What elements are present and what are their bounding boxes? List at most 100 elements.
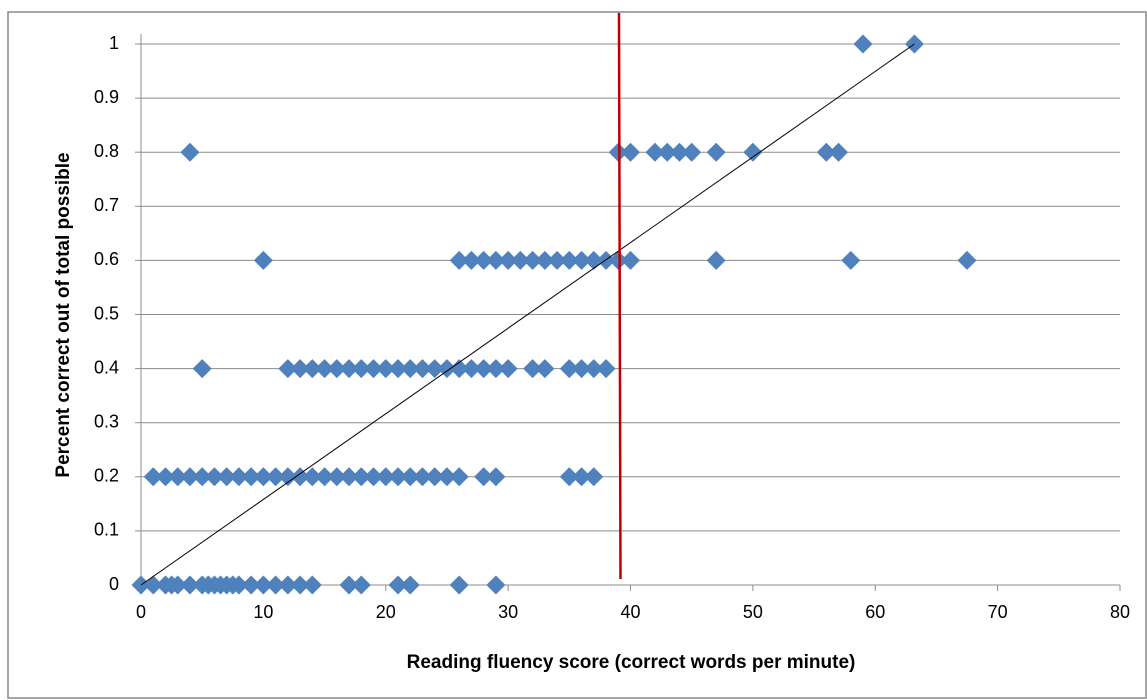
- data-point: [486, 250, 506, 270]
- data-point: [400, 575, 420, 595]
- data-point: [327, 467, 347, 487]
- data-point: [155, 467, 175, 487]
- data-point: [437, 467, 457, 487]
- y-tick-label: 0.7: [94, 195, 119, 215]
- data-point: [229, 467, 249, 487]
- data-point: [706, 142, 726, 162]
- data-point: [229, 575, 249, 595]
- data-point: [584, 467, 604, 487]
- data-point: [412, 467, 432, 487]
- data-point: [449, 250, 469, 270]
- y-tick-label: 0.8: [94, 141, 119, 161]
- data-point: [572, 359, 592, 379]
- data-point: [829, 142, 849, 162]
- data-point: [180, 467, 200, 487]
- data-point: [253, 575, 273, 595]
- x-tick-label: 30: [498, 602, 518, 622]
- data-point: [302, 467, 322, 487]
- data-point: [315, 467, 335, 487]
- data-point: [400, 359, 420, 379]
- data-point: [449, 467, 469, 487]
- trend-line: [140, 43, 915, 586]
- y-tick-label: 0.1: [94, 520, 119, 540]
- y-tick-label: 0.9: [94, 87, 119, 107]
- data-point: [621, 250, 640, 270]
- data-point: [743, 142, 763, 162]
- data-point: [217, 467, 237, 487]
- data-point: [302, 359, 322, 379]
- y-tick-label: 1: [109, 33, 119, 53]
- data-point: [253, 250, 273, 270]
- data-point: [596, 359, 616, 379]
- data-point: [498, 359, 518, 379]
- data-point: [290, 359, 310, 379]
- data-point: [474, 359, 494, 379]
- data-point: [498, 250, 518, 270]
- data-point: [853, 34, 873, 54]
- data-point: [572, 467, 592, 487]
- data-point: [486, 359, 506, 379]
- data-point: [682, 142, 702, 162]
- data-point: [510, 250, 530, 270]
- data-point: [449, 359, 469, 379]
- data-point: [706, 250, 726, 270]
- plot-area: [131, 12, 977, 595]
- data-point: [621, 142, 640, 162]
- x-tick-label: 50: [743, 602, 763, 622]
- data-point: [278, 359, 298, 379]
- x-tick-label: 0: [136, 602, 146, 622]
- data-point: [412, 359, 432, 379]
- y-tick-label: 0.6: [94, 249, 119, 269]
- data-point: [425, 467, 445, 487]
- data-point: [241, 575, 261, 595]
- data-point: [376, 359, 396, 379]
- x-tick-label: 80: [1110, 602, 1130, 622]
- data-point: [180, 142, 200, 162]
- data-point: [474, 250, 494, 270]
- data-point: [364, 359, 384, 379]
- data-point: [192, 359, 212, 379]
- data-point: [535, 359, 555, 379]
- data-point: [290, 575, 310, 595]
- y-axis-title: Percent correct out of total possible: [53, 152, 74, 477]
- data-point: [143, 467, 163, 487]
- data-point: [266, 467, 286, 487]
- data-point: [351, 359, 371, 379]
- data-point: [584, 359, 604, 379]
- data-point: [364, 467, 384, 487]
- x-tick-label: 70: [988, 602, 1008, 622]
- data-point: [339, 359, 359, 379]
- y-tick-label: 0.2: [94, 466, 119, 486]
- data-point: [461, 359, 481, 379]
- data-point: [957, 250, 977, 270]
- data-point: [596, 250, 616, 270]
- data-point: [241, 467, 261, 487]
- data-point: [400, 467, 420, 487]
- x-tick-label: 10: [253, 602, 273, 622]
- data-point: [486, 467, 506, 487]
- y-tick-label: 0: [109, 574, 119, 594]
- reference-line: [617, 12, 622, 580]
- data-point: [572, 250, 592, 270]
- data-point: [315, 359, 335, 379]
- data-point: [669, 142, 689, 162]
- data-point: [816, 142, 836, 162]
- data-point: [290, 467, 310, 487]
- x-tick-label: 40: [620, 602, 640, 622]
- data-point: [388, 467, 408, 487]
- data-point: [180, 575, 200, 595]
- data-point: [302, 575, 322, 595]
- data-point: [388, 359, 408, 379]
- data-point: [657, 142, 677, 162]
- data-point: [204, 467, 224, 487]
- data-point: [351, 467, 371, 487]
- data-point: [253, 467, 273, 487]
- data-point: [278, 467, 298, 487]
- data-point: [192, 467, 212, 487]
- data-point: [339, 467, 359, 487]
- x-tick-label: 20: [376, 602, 396, 622]
- data-point: [376, 467, 396, 487]
- data-point: [266, 575, 286, 595]
- data-point: [523, 250, 543, 270]
